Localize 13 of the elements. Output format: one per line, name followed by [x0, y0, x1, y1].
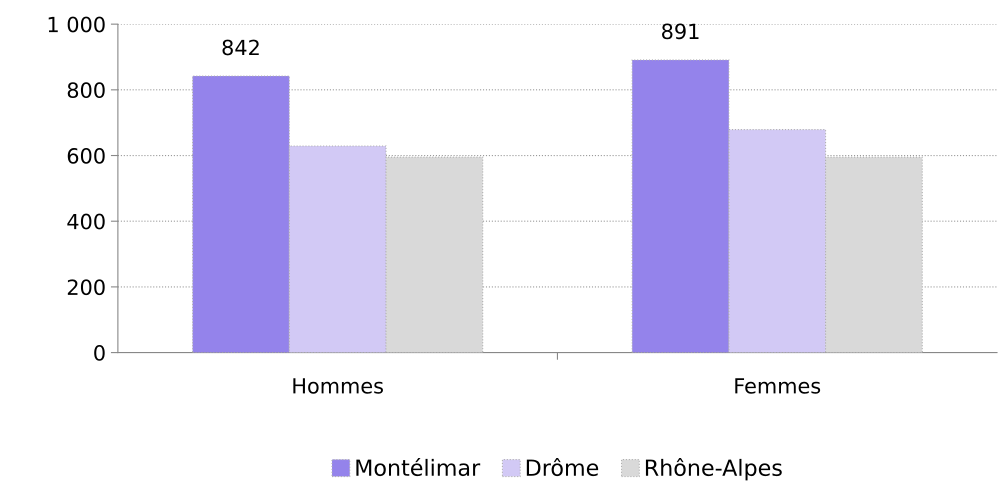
x-tick-label: Hommes	[293, 378, 383, 394]
y-tick-label: 200	[68, 279, 105, 296]
legend-label: Montélimar	[356, 458, 480, 476]
y-tick-label: 1 000	[48, 16, 105, 32]
legend-label: Rhône-Alpes	[646, 458, 782, 480]
y-tick-label: 0	[94, 345, 105, 361]
y-tick-label: 400	[67, 214, 105, 230]
y-tick-label: 800	[68, 82, 105, 98]
y-tick-label: 600	[68, 148, 105, 164]
legend-label: Drôme	[526, 458, 598, 476]
data-label: 891	[662, 23, 698, 40]
x-tick-label: Femmes	[735, 378, 820, 394]
data-label: 842	[222, 40, 259, 56]
